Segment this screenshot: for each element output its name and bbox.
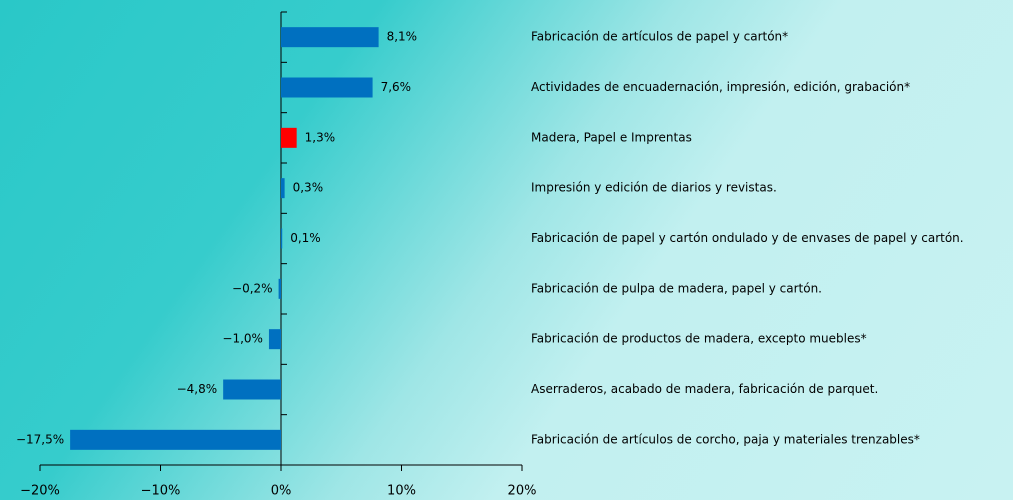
category-label: Actividades de encuadernación, impresión… <box>531 80 910 94</box>
x-tick-label: 20% <box>508 484 537 499</box>
bar <box>281 27 379 48</box>
value-label: −17,5% <box>16 432 64 446</box>
category-label: Fabricación de artículos de corcho, paja… <box>531 432 920 446</box>
x-tick-label: 10% <box>387 484 416 499</box>
x-tick-label: −10% <box>141 484 181 499</box>
x-tick-label: −20% <box>20 484 60 499</box>
bar <box>281 127 297 148</box>
category-label: Aserraderos, acabado de madera, fabricac… <box>531 382 878 396</box>
value-label: −4,8% <box>177 382 218 396</box>
value-label: −1,0% <box>222 332 263 346</box>
bar <box>281 228 283 249</box>
category-label: Madera, Papel e Imprentas <box>531 130 692 144</box>
bar <box>278 278 281 299</box>
value-label: 7,6% <box>381 80 412 94</box>
bar <box>223 379 281 400</box>
value-label: 0,1% <box>290 231 321 245</box>
category-label: Fabricación de productos de madera, exce… <box>531 332 867 346</box>
value-label: 1,3% <box>305 130 336 144</box>
category-label: Impresión y edición de diarios y revista… <box>531 181 777 195</box>
category-label: Fabricación de papel y cartón ondulado y… <box>531 231 964 245</box>
category-label: Fabricación de pulpa de madera, papel y … <box>531 281 822 295</box>
category-label: Fabricación de artículos de papel y cart… <box>531 30 788 44</box>
value-label: 8,1% <box>387 30 418 44</box>
bar <box>281 77 373 98</box>
bar <box>281 178 285 199</box>
bar <box>70 429 281 450</box>
bar <box>268 329 281 350</box>
value-label: 0,3% <box>293 181 324 195</box>
x-tick-label: 0% <box>271 484 292 499</box>
value-label: −0,2% <box>232 281 273 295</box>
